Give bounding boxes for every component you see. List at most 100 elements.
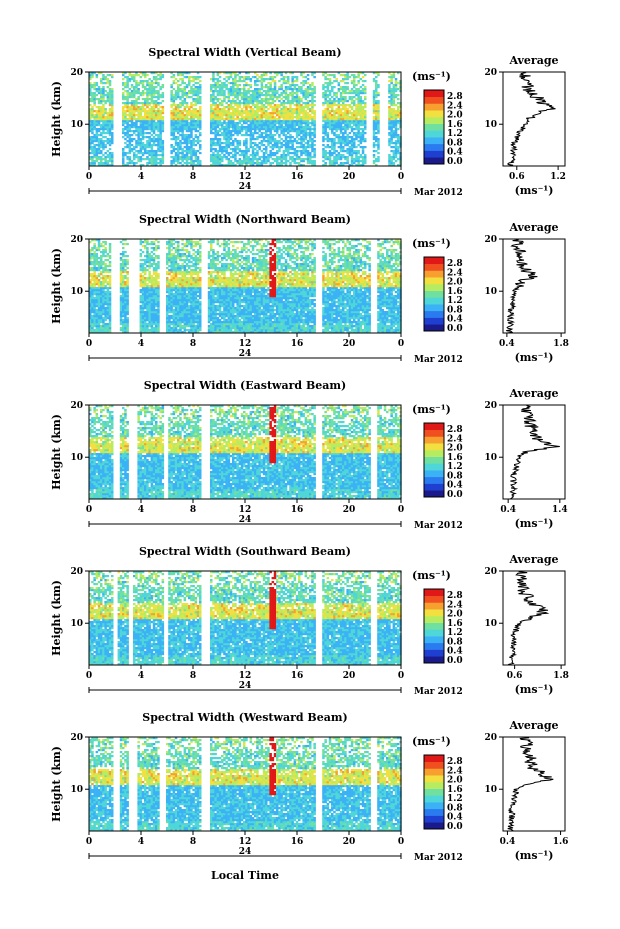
heatmap-cell bbox=[221, 142, 224, 144]
heatmap-cell bbox=[230, 134, 233, 136]
heatmap-cell bbox=[126, 114, 128, 116]
heatmap-cell bbox=[148, 110, 151, 112]
heatmap-cell bbox=[313, 76, 316, 78]
heatmap-cell bbox=[177, 138, 180, 140]
heatmap-cell bbox=[212, 152, 215, 154]
heatmap-cell bbox=[364, 116, 367, 118]
heatmap-cell bbox=[388, 100, 391, 102]
heatmap-cell bbox=[223, 106, 226, 108]
heatmap-cell bbox=[272, 92, 275, 94]
heatmap-cell bbox=[311, 162, 314, 164]
heatmap-cell bbox=[146, 315, 149, 317]
heatmap-cell bbox=[144, 74, 147, 76]
heatmap-cell bbox=[109, 299, 112, 301]
heatmap-cell bbox=[313, 134, 316, 136]
heatmap-cell bbox=[340, 88, 343, 90]
heatmap-cell bbox=[267, 120, 270, 122]
heatmap-cell bbox=[190, 106, 193, 108]
heatmap-cell bbox=[93, 287, 96, 289]
heatmap-cell bbox=[217, 144, 220, 146]
heatmap-cell bbox=[192, 90, 195, 92]
heatmap-cell bbox=[133, 74, 136, 76]
heatmap-cell bbox=[120, 257, 123, 259]
heatmap-cell bbox=[142, 275, 145, 277]
heatmap-cell bbox=[269, 78, 272, 80]
heatmap-cell bbox=[155, 100, 158, 102]
heatmap-cell bbox=[140, 273, 143, 275]
heatmap-cell bbox=[230, 100, 233, 102]
heatmap-cell bbox=[140, 267, 143, 269]
heatmap-cell bbox=[140, 160, 143, 162]
heatmap-cell bbox=[102, 142, 105, 144]
heatmap-cell bbox=[236, 162, 239, 164]
heatmap-cell bbox=[197, 94, 200, 96]
heatmap-cell bbox=[199, 86, 202, 88]
heatmap-cell bbox=[93, 84, 96, 86]
heatmap-cell bbox=[305, 94, 308, 96]
heatmap-cell bbox=[157, 134, 160, 136]
heatmap-cell bbox=[91, 293, 94, 295]
heatmap-cell bbox=[140, 315, 143, 317]
heatmap-cell bbox=[111, 128, 114, 130]
heatmap-cell bbox=[157, 116, 160, 118]
heatmap-cell bbox=[232, 80, 235, 82]
heatmap-cell bbox=[100, 94, 103, 96]
heatmap-cell bbox=[307, 90, 310, 92]
heatmap-cell bbox=[107, 281, 110, 283]
heatmap-cell bbox=[91, 148, 94, 150]
heatmap-cell bbox=[192, 148, 195, 150]
heatmap-cell bbox=[232, 126, 235, 128]
heatmap-cell bbox=[265, 146, 268, 148]
heatmap-cell bbox=[96, 305, 99, 307]
heatmap-cell bbox=[100, 327, 103, 329]
heatmap-cell bbox=[280, 128, 283, 130]
heatmap-cell bbox=[107, 120, 110, 122]
heatmap-cell bbox=[153, 108, 156, 110]
heatmap-cell bbox=[285, 80, 288, 82]
heatmap-cell bbox=[393, 88, 396, 90]
heatmap-cell bbox=[333, 158, 336, 160]
heatmap-cell bbox=[181, 102, 184, 104]
heatmap-cell bbox=[144, 144, 147, 146]
heatmap-cell bbox=[267, 154, 270, 156]
heatmap-cell bbox=[289, 118, 292, 120]
heatmap-cell bbox=[296, 90, 299, 92]
heatmap-cell bbox=[109, 98, 112, 100]
heatmap-cell bbox=[186, 144, 189, 146]
heatmap-cell bbox=[274, 134, 277, 136]
heatmap-cell bbox=[375, 112, 378, 114]
heatmap-cell bbox=[256, 118, 259, 120]
heatmap-cell bbox=[263, 148, 266, 150]
heatmap-cell bbox=[107, 154, 110, 156]
heatmap-cell bbox=[100, 162, 103, 164]
heatmap-cell bbox=[195, 128, 198, 130]
heatmap-cell bbox=[170, 146, 173, 148]
heatmap-cell bbox=[151, 116, 154, 118]
heatmap-cell bbox=[186, 114, 189, 116]
heatmap-cell bbox=[93, 303, 96, 305]
heatmap-cell bbox=[313, 112, 316, 114]
heatmap-cell bbox=[153, 271, 156, 273]
heatmap-cell bbox=[126, 102, 128, 104]
heatmap-cell bbox=[298, 106, 301, 108]
heatmap-cell bbox=[104, 323, 107, 325]
heatmap-cell bbox=[96, 247, 99, 249]
heatmap-cell bbox=[300, 150, 303, 152]
heatmap-cell bbox=[210, 90, 213, 92]
heatmap-cell bbox=[243, 160, 246, 162]
heatmap-cell bbox=[98, 289, 101, 291]
heatmap-cell bbox=[278, 134, 281, 136]
heatmap-cell bbox=[285, 158, 288, 160]
heatmap-cell bbox=[265, 116, 268, 118]
heatmap-cell bbox=[98, 112, 101, 114]
heatmap-cell bbox=[140, 102, 143, 104]
heatmap-cell bbox=[181, 150, 184, 152]
heatmap-cell bbox=[247, 100, 250, 102]
heatmap-cell bbox=[177, 110, 180, 112]
heatmap-cell bbox=[245, 122, 248, 124]
heatmap-cell bbox=[278, 118, 281, 120]
heatmap-cell bbox=[120, 323, 123, 325]
heatmap-cell bbox=[232, 162, 235, 164]
heatmap-cell bbox=[221, 102, 224, 104]
heatmap-cell bbox=[250, 100, 253, 102]
